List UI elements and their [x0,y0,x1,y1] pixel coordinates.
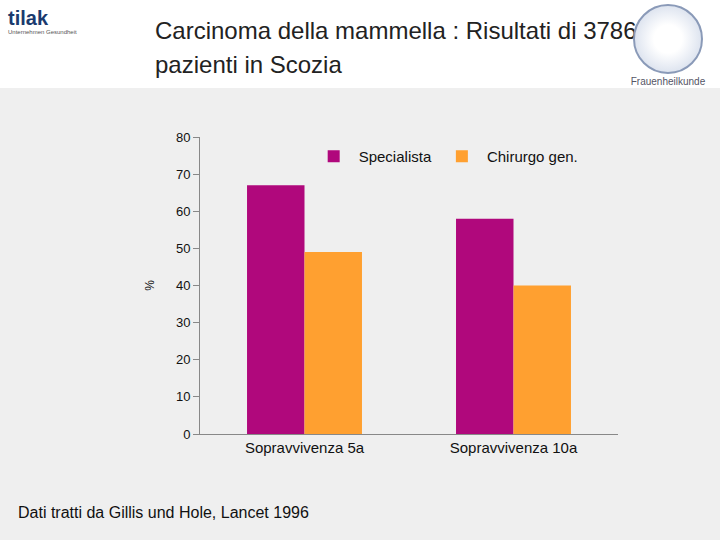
svg-text:60: 60 [176,204,190,219]
svg-text:Specialista: Specialista [359,148,432,165]
svg-text:Sopravvivenza 10a: Sopravvivenza 10a [450,439,578,456]
svg-text:50: 50 [176,241,190,256]
html-text:Carcinoma della mammella : Ris: Carcinoma della mammella : Risultati di … [155,17,637,78]
html-text:Frauenheilkunde: Frauenheilkunde [630,76,706,87]
svg-text:70: 70 [176,167,190,182]
html-text:tilak: tilak [8,7,48,29]
html-text:Unternehmen Gesundheit: Unternehmen Gesundheit [8,29,77,35]
svg-text:40: 40 [176,278,190,293]
svg-text:20: 20 [176,352,190,367]
svg-text:%: % [143,280,157,291]
svg-text:30: 30 [176,315,190,330]
svg-text:10: 10 [176,389,190,404]
html-text:Dati tratti da Gillis und Hole: Dati tratti da Gillis und Hole, Lancet 1… [18,504,309,521]
svg-text:80: 80 [176,130,190,145]
svg-text:Sopravvivenza 5a: Sopravvivenza 5a [245,439,365,456]
svg-text:Chirurgo gen.: Chirurgo gen. [487,148,578,165]
svg-text:0: 0 [183,427,190,442]
